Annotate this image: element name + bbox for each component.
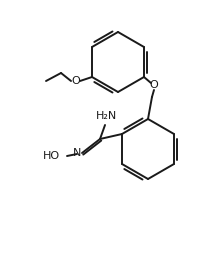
Text: N: N [72, 148, 81, 158]
Text: H₂N: H₂N [95, 111, 116, 121]
Text: O: O [71, 76, 80, 86]
Text: HO: HO [43, 151, 60, 161]
Text: O: O [149, 80, 158, 90]
